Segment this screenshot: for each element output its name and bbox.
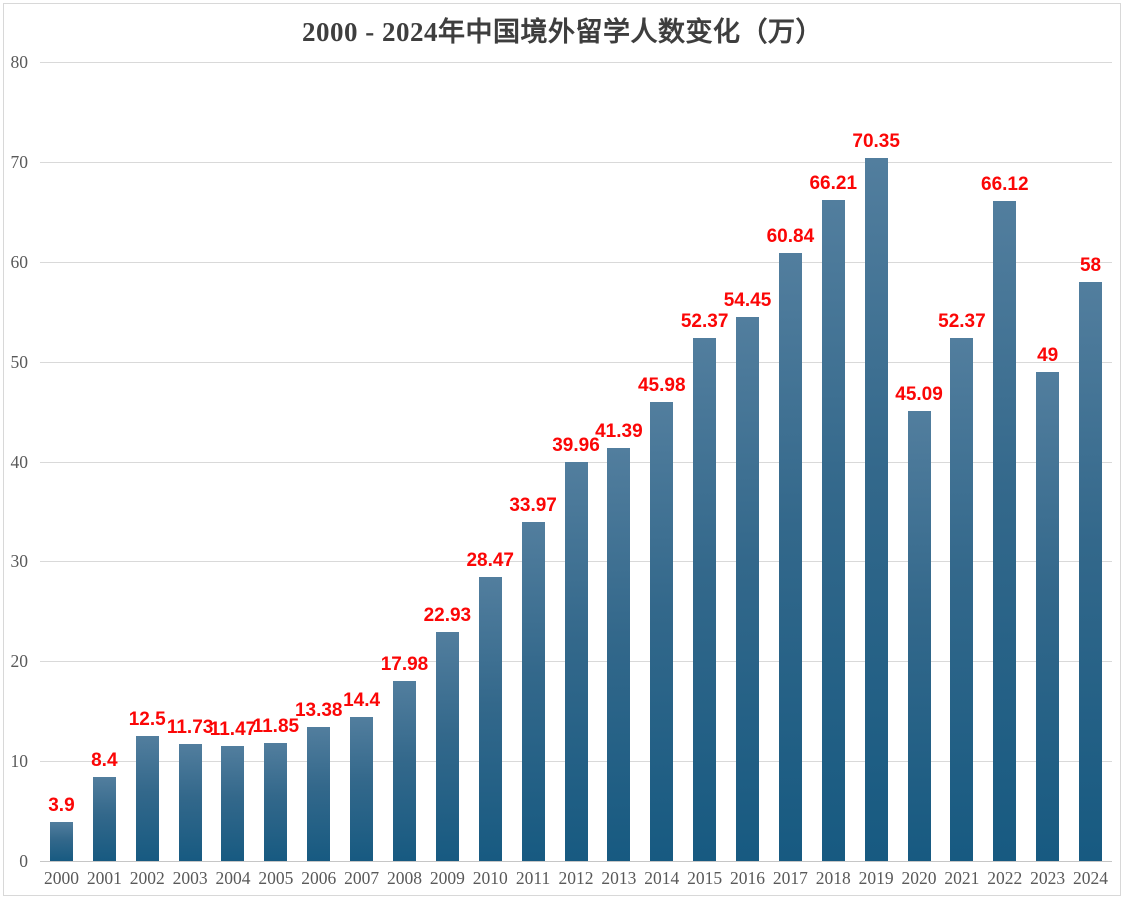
x-axis-tick-label-2022: 2022 bbox=[987, 868, 1023, 888]
bar-2006 bbox=[307, 727, 331, 861]
bar-2010 bbox=[478, 576, 502, 861]
data-label-2004: 11.47 bbox=[209, 719, 257, 741]
bar-2023 bbox=[1036, 371, 1060, 861]
x-axis-tick-label-2019: 2019 bbox=[858, 868, 894, 888]
bar-2020 bbox=[907, 410, 931, 861]
data-label-2016: 54.45 bbox=[723, 290, 772, 312]
data-label-2018: 66.21 bbox=[809, 172, 858, 194]
x-axis-tick-label-2023: 2023 bbox=[1030, 868, 1066, 888]
gridline-70 bbox=[40, 161, 1112, 163]
data-label-2000: 3.9 bbox=[48, 795, 75, 817]
x-axis-tick-label-2011: 2011 bbox=[515, 868, 551, 888]
gridline-60 bbox=[40, 261, 1112, 263]
data-label-2012: 39.96 bbox=[552, 434, 600, 456]
bar-2019 bbox=[864, 158, 888, 861]
y-axis-tick-label: 60 bbox=[10, 251, 29, 272]
x-axis-tick-label-2006: 2006 bbox=[301, 868, 337, 888]
y-axis-tick-label: 20 bbox=[10, 651, 29, 672]
x-axis-tick-label-2003: 2003 bbox=[172, 868, 208, 888]
y-axis-tick-label: 40 bbox=[10, 451, 29, 472]
bar-2011 bbox=[521, 521, 545, 861]
y-axis-tick-label: 50 bbox=[10, 351, 29, 372]
x-axis-tick-label-2017: 2017 bbox=[772, 868, 808, 888]
x-axis-tick-label-2018: 2018 bbox=[815, 868, 851, 888]
bar-2024 bbox=[1079, 281, 1103, 861]
x-axis-tick-label-2020: 2020 bbox=[901, 868, 937, 888]
data-label-2017: 60.84 bbox=[766, 226, 815, 248]
bar-2005 bbox=[264, 742, 288, 861]
y-axis-tick-label: 70 bbox=[10, 151, 29, 172]
data-label-2020: 45.09 bbox=[895, 383, 943, 405]
data-label-2006: 13.38 bbox=[294, 700, 343, 722]
x-axis-tick-label-2001: 2001 bbox=[86, 868, 122, 888]
chart-title: 2000 - 2024年中国境外留学人数变化（万） bbox=[302, 17, 823, 47]
bar-2001 bbox=[92, 777, 116, 861]
x-axis-tick-label-2015: 2015 bbox=[687, 868, 723, 888]
bar-2004 bbox=[221, 746, 245, 861]
gridline-80 bbox=[40, 62, 1112, 63]
gridline-0 bbox=[40, 861, 1112, 862]
data-label-2014: 45.98 bbox=[637, 374, 686, 396]
bar-2002 bbox=[135, 736, 159, 861]
bar-2017 bbox=[778, 253, 802, 861]
data-label-2013: 41.39 bbox=[595, 420, 643, 442]
data-label-2019: 70.35 bbox=[852, 131, 900, 153]
bar-2016 bbox=[736, 317, 760, 861]
bar-2015 bbox=[693, 337, 717, 861]
x-axis-tick-label-2021: 2021 bbox=[944, 868, 980, 888]
x-axis-tick-label-2012: 2012 bbox=[558, 868, 594, 888]
x-axis-tick-label-2005: 2005 bbox=[258, 868, 294, 888]
x-axis-tick-label-2002: 2002 bbox=[129, 868, 165, 888]
bar-2012 bbox=[564, 461, 588, 861]
x-axis-tick-label-2007: 2007 bbox=[344, 868, 380, 888]
x-axis-tick-label-2010: 2010 bbox=[472, 868, 508, 888]
data-label-2021: 52.37 bbox=[938, 310, 986, 332]
x-axis-tick-label-2024: 2024 bbox=[1073, 868, 1109, 888]
data-label-2022: 66.12 bbox=[981, 173, 1029, 195]
data-label-2009: 22.93 bbox=[423, 604, 472, 626]
x-axis-tick-label-2013: 2013 bbox=[601, 868, 637, 888]
data-label-2010: 28.47 bbox=[466, 549, 514, 571]
data-label-2011: 33.97 bbox=[509, 494, 557, 516]
x-axis-tick-label-2014: 2014 bbox=[644, 868, 680, 888]
bar-2022 bbox=[993, 200, 1017, 861]
x-axis-tick-label-2004: 2004 bbox=[215, 868, 251, 888]
bar-2021 bbox=[950, 337, 974, 861]
x-axis-tick-label-2009: 2009 bbox=[429, 868, 465, 888]
x-axis-tick-label-2016: 2016 bbox=[730, 868, 766, 888]
x-axis-tick-label-2000: 2000 bbox=[43, 868, 79, 888]
x-axis-tick-label-2008: 2008 bbox=[386, 868, 422, 888]
y-axis-tick-label: 30 bbox=[10, 551, 29, 572]
data-label-2003: 11.73 bbox=[166, 716, 214, 738]
data-label-2023: 49 bbox=[1037, 344, 1059, 366]
bar-2000 bbox=[49, 822, 73, 861]
data-label-2001: 8.4 bbox=[91, 750, 118, 772]
bar-2013 bbox=[607, 447, 631, 861]
data-label-2008: 17.98 bbox=[380, 654, 429, 676]
data-label-2015: 52.37 bbox=[680, 310, 729, 332]
data-label-2007: 14.4 bbox=[343, 690, 381, 712]
bar-2009 bbox=[435, 631, 459, 861]
gridline-50 bbox=[40, 361, 1112, 363]
y-axis-tick-label: 10 bbox=[10, 751, 29, 772]
data-label-2002: 12.5 bbox=[128, 709, 166, 731]
data-label-2005: 11.85 bbox=[252, 715, 300, 737]
bar-2014 bbox=[650, 401, 674, 861]
bar-2008 bbox=[392, 681, 416, 861]
data-label-2024: 58 bbox=[1079, 254, 1102, 276]
bar-2007 bbox=[350, 717, 374, 861]
y-axis-tick-label: 80 bbox=[10, 52, 29, 72]
bar-2018 bbox=[821, 199, 845, 861]
bar-2003 bbox=[178, 743, 202, 861]
y-axis-tick-label: 0 bbox=[19, 851, 28, 871]
